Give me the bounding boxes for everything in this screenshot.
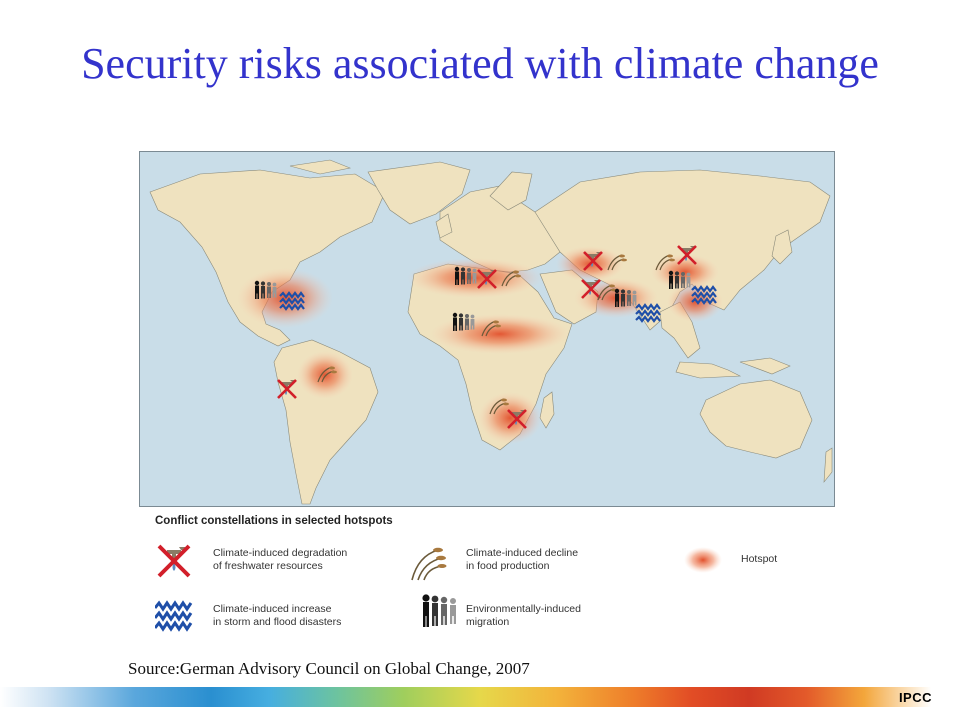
page-title: Security risks associated with climate c… — [81, 39, 879, 88]
legend-text-migration: Environmentally-induced migration — [466, 603, 581, 628]
map-legend: Conflict constellations in selected hots… — [150, 512, 830, 642]
legend-text-freshwater: Climate-induced degradation of freshwate… — [213, 547, 348, 572]
legend-text-hotspot: Hotspot — [741, 553, 778, 565]
hotspot-icon — [684, 547, 722, 573]
source-citation: Source:German Advisory Council on Global… — [128, 659, 530, 678]
ipcc-label: IPCC — [898, 690, 932, 705]
freshwater-degradation-icon — [157, 544, 191, 578]
legend-text-flood: Climate-induced increase in storm and fl… — [213, 603, 342, 628]
world-map — [139, 151, 835, 507]
legend-text-food: Climate-induced decline in food producti… — [466, 547, 579, 572]
footer-gradient-bar — [0, 687, 960, 707]
legend-heading: Conflict constellations in selected hots… — [155, 515, 393, 527]
migration-icon — [422, 594, 456, 627]
food-decline-icon — [411, 547, 447, 581]
storm-flood-icon — [155, 600, 193, 632]
